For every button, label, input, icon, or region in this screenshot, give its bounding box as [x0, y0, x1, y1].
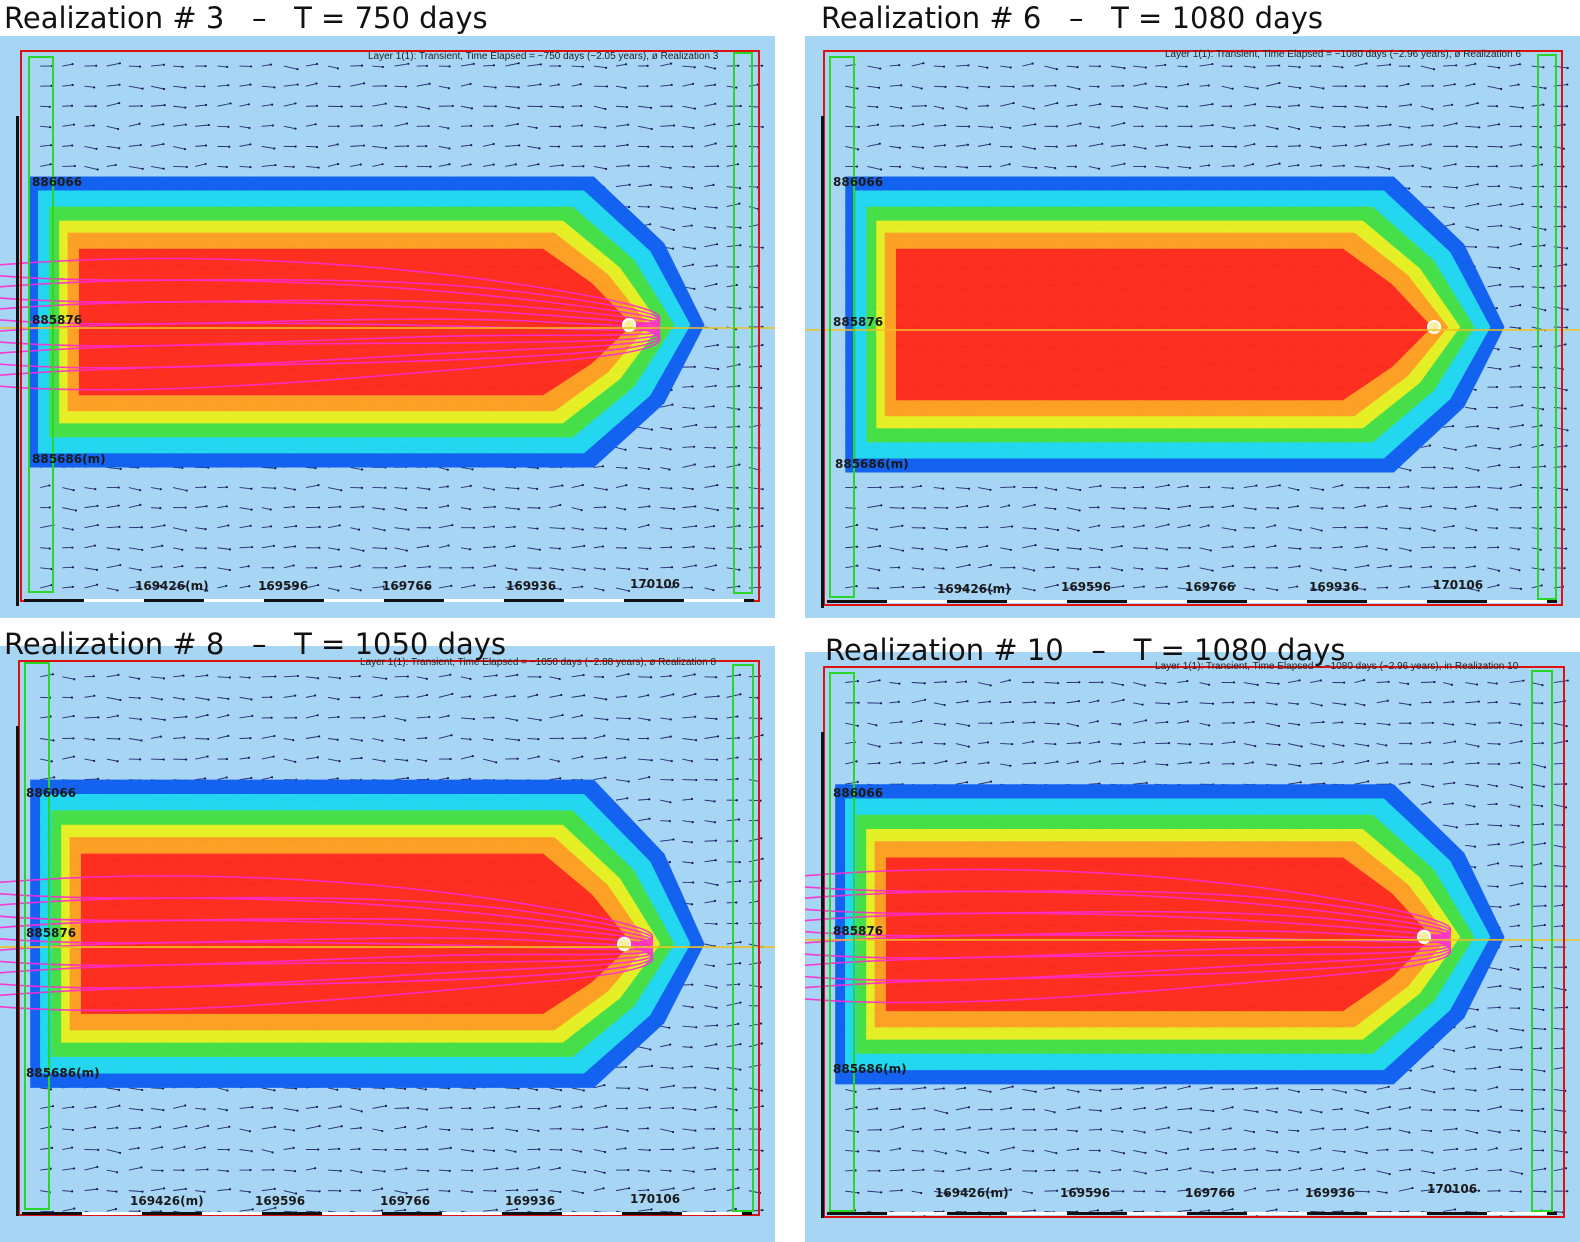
x-scale-bar — [827, 600, 1557, 603]
x-label-5: 170106 — [630, 577, 681, 591]
panel-realization-8: Realization # 8 – T = 1050 days Layer 1(… — [0, 626, 775, 1242]
x-label-4: 169936 — [505, 1194, 556, 1208]
x-label-3: 169766 — [1185, 1186, 1236, 1200]
x-label-2: 169596 — [258, 579, 309, 593]
y-label-bottom: 885686(m) — [833, 1062, 907, 1076]
y-label-mid: 885876 — [833, 315, 884, 329]
y-scale-bar — [821, 116, 824, 608]
plume-contour-map — [0, 672, 775, 1216]
panel-realization-3: Realization # 3 – T = 750 days Layer 1(1… — [0, 0, 775, 618]
boundary-left — [829, 56, 855, 598]
x-label-4: 169936 — [506, 579, 557, 593]
panel-realization-6: Realization # 6 – T = 1080 days Layer 1(… — [805, 0, 1580, 618]
panel-subtitle: Layer 1(1): Transient, Time Elapsed = ~1… — [1165, 49, 1522, 60]
boundary-right — [732, 664, 754, 1212]
y-label-mid: 885876 — [32, 313, 83, 327]
x-label-4: 169936 — [1309, 580, 1360, 594]
model-grid-frame — [20, 50, 760, 602]
boundary-left — [829, 672, 855, 1212]
plume-map: Layer 1(1): Transient, Time Elapsed = ~1… — [0, 646, 775, 1242]
model-grid-frame — [823, 50, 1563, 606]
boundary-right — [1537, 54, 1557, 600]
x-scale-bar — [24, 599, 754, 602]
y-label-top: 886066 — [833, 786, 884, 800]
boundary-left — [24, 662, 50, 1210]
x-label-1: 169426(m) — [935, 1186, 1009, 1200]
x-scale-bar — [827, 1212, 1557, 1215]
x-scale-bar — [22, 1212, 752, 1215]
plume-contour-map — [0, 62, 775, 593]
panel-title: Realization # 3 – T = 750 days — [4, 1, 488, 35]
panel-title: Realization # 10 – T = 1080 days — [825, 633, 1346, 667]
panel-subtitle: Layer 1(1): Transient, Time Elapsed = ~1… — [360, 657, 717, 668]
x-label-2: 169596 — [255, 1194, 306, 1208]
x-label-1: 169426(m) — [135, 579, 209, 593]
plume-contours — [835, 784, 1505, 1085]
plume-map: Layer 1(1): Transient, Time Elapsed = ~7… — [0, 36, 775, 618]
plume-contour-map — [805, 62, 1580, 592]
panel-title: Realization # 6 – T = 1080 days — [821, 1, 1324, 35]
y-label-bottom: 885686(m) — [835, 457, 909, 471]
particle-pathlines — [0, 875, 654, 1012]
plume-contours — [845, 176, 1505, 473]
model-grid-frame — [823, 666, 1565, 1218]
x-label-1: 169426(m) — [130, 1194, 204, 1208]
x-label-2: 169596 — [1061, 580, 1112, 594]
panel-subtitle: Layer 1(1): Transient, Time Elapsed = ~7… — [368, 51, 719, 62]
panel-realization-10: Realization # 10 – T = 1080 days Layer 1… — [805, 626, 1580, 1242]
model-grid-frame — [18, 660, 760, 1216]
y-label-top: 886066 — [833, 175, 884, 189]
plume-map: Layer 1(1): Transient, Time Elapsed = ~1… — [805, 652, 1580, 1242]
x-label-1: 169426(m) — [937, 582, 1011, 596]
panel-subtitle: Layer 1(1): Transient, Time Elapsed = ~1… — [1155, 661, 1519, 672]
x-label-4: 169936 — [1305, 1186, 1356, 1200]
y-scale-bar — [16, 116, 19, 606]
x-label-5: 170106 — [1433, 578, 1484, 592]
x-label-5: 170106 — [1427, 1182, 1478, 1196]
x-label-2: 169596 — [1060, 1186, 1111, 1200]
plume-map: Layer 1(1): Transient, Time Elapsed = ~1… — [805, 36, 1580, 618]
plume-contours — [30, 779, 705, 1088]
y-label-top: 886066 — [26, 786, 77, 800]
x-label-3: 169766 — [380, 1194, 431, 1208]
x-label-3: 169766 — [382, 579, 433, 593]
panel-title: Realization # 8 – T = 1050 days — [4, 627, 507, 661]
y-label-top: 886066 — [32, 175, 83, 189]
y-label-bottom: 885686(m) — [26, 1066, 100, 1080]
boundary-right — [733, 52, 753, 594]
y-label-mid: 885876 — [833, 924, 884, 938]
y-scale-bar — [16, 726, 19, 1216]
y-scale-bar — [821, 732, 824, 1218]
y-label-bottom: 885686(m) — [32, 452, 106, 466]
x-label-3: 169766 — [1185, 580, 1236, 594]
y-label-mid: 885876 — [26, 926, 77, 940]
particle-pathlines — [805, 868, 1452, 1004]
plume-contour-map — [805, 678, 1580, 1216]
x-label-5: 170106 — [630, 1192, 681, 1206]
boundary-right — [1531, 670, 1553, 1212]
boundary-left — [28, 56, 54, 593]
